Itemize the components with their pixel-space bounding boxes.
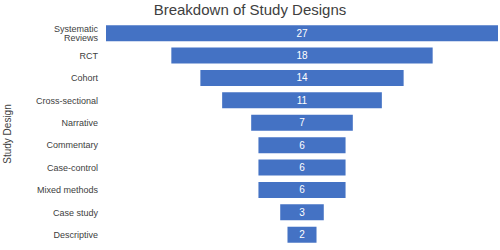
svg-text:RCT: RCT (80, 51, 99, 61)
svg-text:6: 6 (299, 140, 305, 151)
svg-text:SystematicReviews: SystematicReviews (54, 24, 99, 43)
svg-text:3: 3 (299, 207, 305, 218)
svg-text:18: 18 (296, 50, 308, 61)
svg-text:14: 14 (296, 72, 308, 83)
html-text:Breakdown of Study Designs: Breakdown of Study Designs (153, 1, 347, 18)
svg-text:Study Design: Study Design (8, 104, 13, 163)
svg-text:11: 11 (297, 95, 308, 106)
svg-text:Mixed methods: Mixed methods (37, 185, 99, 195)
svg-text:Case study: Case study (53, 208, 99, 218)
svg-text:6: 6 (299, 184, 305, 195)
svg-text:Case-control: Case-control (47, 163, 98, 173)
svg-text:6: 6 (299, 162, 305, 173)
svg-text:7: 7 (299, 117, 305, 128)
svg-text:Commentary: Commentary (46, 140, 98, 150)
svg-text:27: 27 (296, 28, 308, 39)
svg-text:Narrative: Narrative (61, 118, 98, 128)
svg-text:2: 2 (299, 229, 305, 240)
svg-text:Cross-sectional: Cross-sectional (36, 96, 98, 106)
svg-text:Cohort: Cohort (71, 73, 99, 83)
svg-text:Descriptive: Descriptive (53, 230, 98, 240)
